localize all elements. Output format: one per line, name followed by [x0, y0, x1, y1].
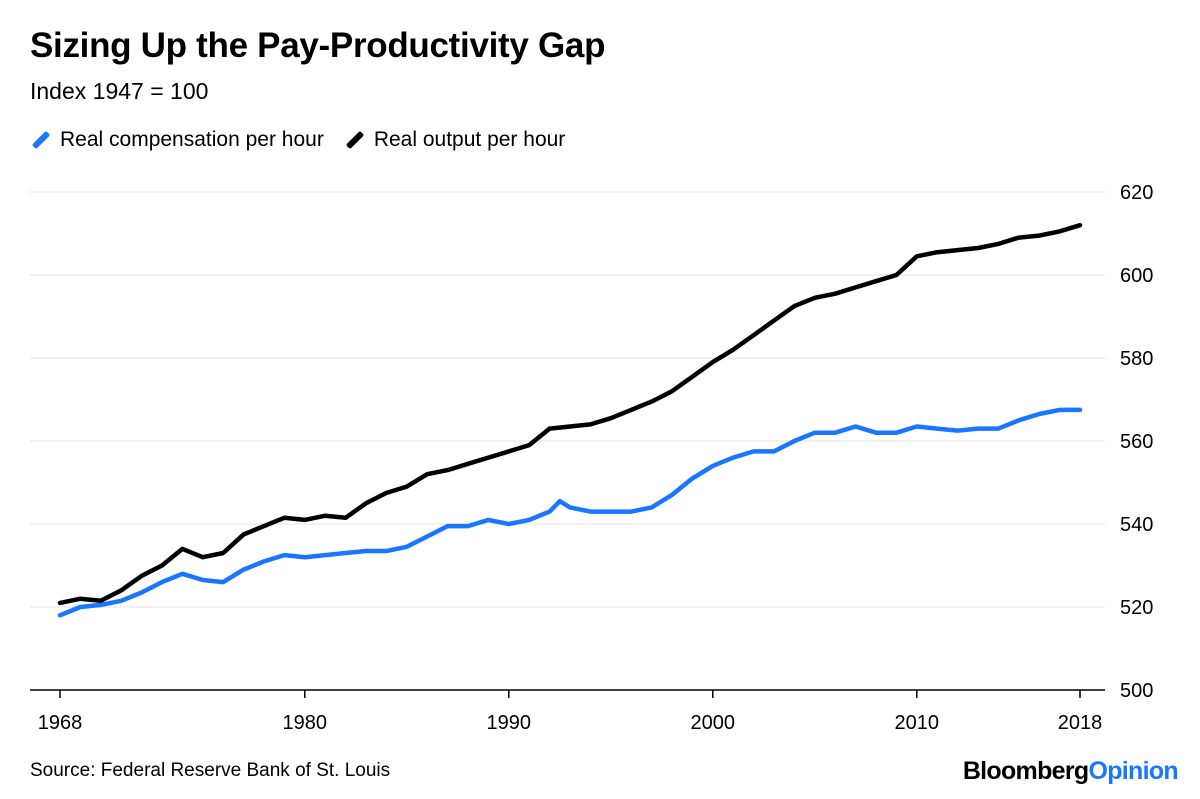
y-tick-label: 580 [1120, 348, 1153, 370]
legend-label-output: Real output per hour [373, 128, 566, 151]
x-tick-label: 1968 [38, 712, 83, 734]
chart-title: Sizing Up the Pay-Productivity Gap [30, 26, 606, 65]
y-tick-label: 500 [1120, 680, 1153, 702]
compensation-line [57, 407, 1083, 618]
source-note: Source: Federal Reserve Bank of St. Loui… [30, 760, 391, 781]
y-tick-label: 600 [1120, 265, 1153, 287]
x-tick-label: 1980 [283, 712, 328, 734]
legend-label-compensation: Real compensation per hour [60, 128, 324, 151]
x-tick-label: 2018 [1058, 712, 1103, 734]
x-tick-label: 2000 [691, 712, 736, 734]
legend: Real compensation per hour Real output p… [31, 126, 593, 154]
brand-logo-part1: Bloomberg [962, 757, 1089, 785]
chart-subtitle: Index 1947 = 100 [30, 78, 209, 104]
y-tick-label: 560 [1120, 431, 1153, 453]
brand-logo: BloombergOpinion [962, 757, 1179, 786]
legend-item-output: Real output per hour [345, 128, 566, 152]
y-tick-label: 620 [1120, 182, 1153, 204]
legend-item-compensation: Real compensation per hour [31, 128, 324, 152]
x-tick-label: 2010 [895, 712, 940, 734]
x-tick-label: 1990 [487, 712, 532, 734]
output-line [57, 222, 1083, 606]
y-tick-label: 540 [1120, 514, 1153, 536]
brand-logo-part2: Opinion [1088, 757, 1178, 785]
y-tick-label: 520 [1120, 597, 1153, 619]
